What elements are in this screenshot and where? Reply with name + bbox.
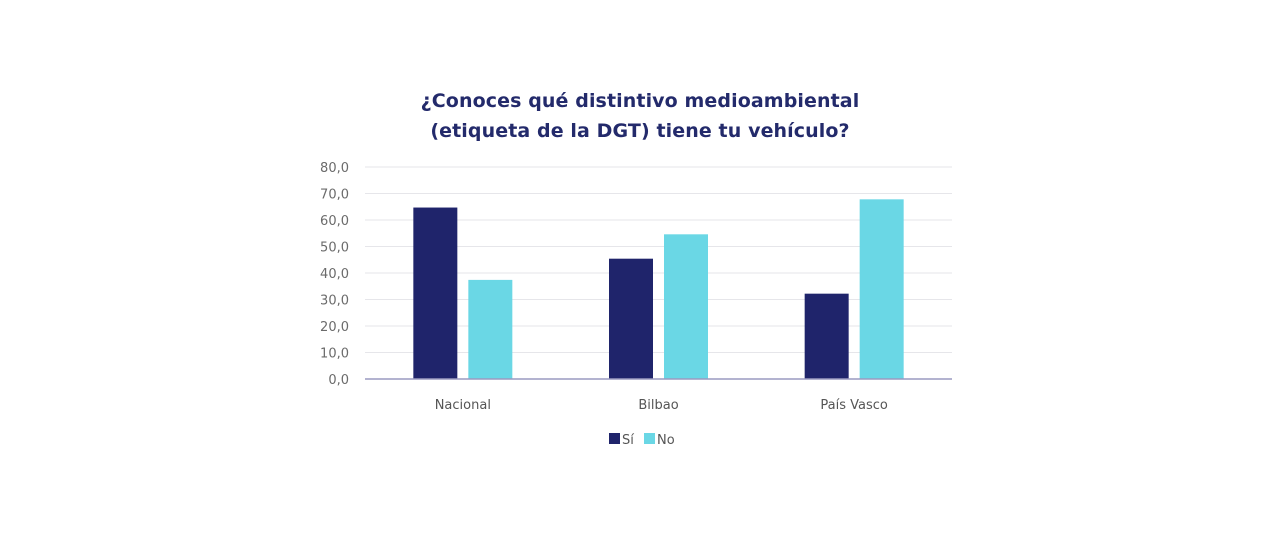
bars <box>413 199 904 379</box>
bar-si-pa-s-vasco <box>804 293 849 379</box>
chart-title: ¿Conoces qué distintivo medioambiental (… <box>0 86 1280 146</box>
y-tick-label: 50,0 <box>320 241 349 256</box>
x-category-label: Nacional <box>435 398 491 413</box>
bar-no-bilbao <box>664 234 708 379</box>
legend: Sí No <box>609 433 675 448</box>
y-tick-label: 20,0 <box>320 320 349 335</box>
chart-title-line-2: (etiqueta de la DGT) tiene tu vehículo? <box>430 120 850 142</box>
bar-no-nacional <box>468 279 513 379</box>
y-axis-ticks: 0,0 10,0 20,0 30,0 40,0 50,0 60,0 70,0 80,0 <box>320 161 349 388</box>
y-tick-label: 60,0 <box>320 214 349 229</box>
y-tick-label: 70,0 <box>320 188 349 203</box>
x-category-label: País Vasco <box>820 398 888 413</box>
bar-no-pa-s-vasco <box>859 199 904 379</box>
y-tick-label: 10,0 <box>320 347 349 362</box>
legend-label: Sí <box>622 433 634 448</box>
x-category-label: Bilbao <box>638 398 678 413</box>
y-tick-label: 40,0 <box>320 267 349 282</box>
y-tick-label: 0,0 <box>328 373 349 388</box>
legend-label: No <box>657 433 675 448</box>
y-tick-label: 30,0 <box>320 294 349 309</box>
chart-title-line-1: ¿Conoces qué distintivo medioambiental <box>420 90 860 112</box>
bar-si-bilbao <box>609 258 653 379</box>
bar-si-nacional <box>413 207 458 379</box>
legend-swatch <box>644 433 655 444</box>
gridlines <box>365 166 952 353</box>
x-axis-categories: Nacional Bilbao País Vasco <box>435 398 888 413</box>
y-tick-label: 80,0 <box>320 161 349 176</box>
legend-swatch <box>609 433 620 444</box>
